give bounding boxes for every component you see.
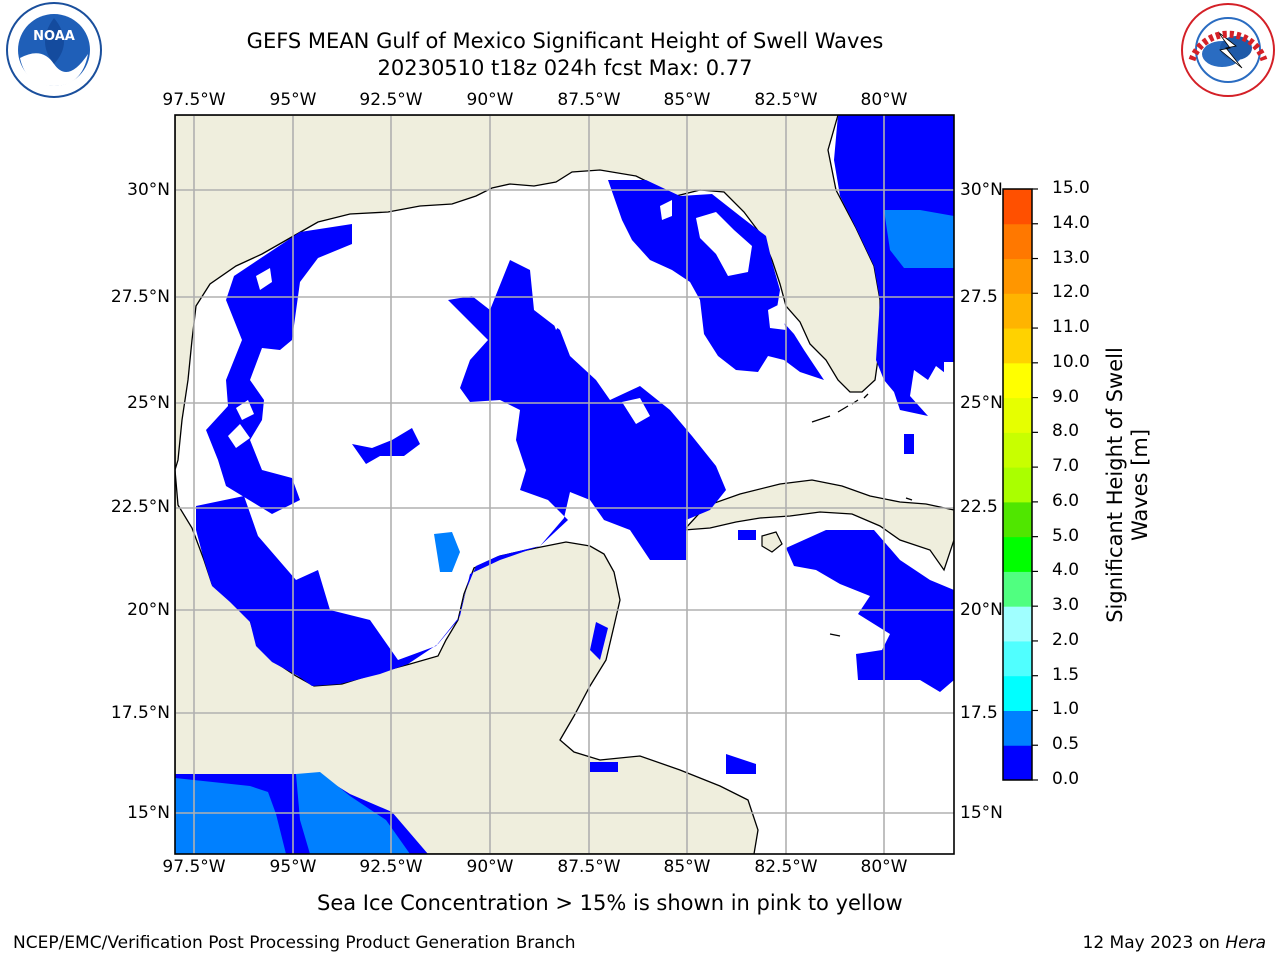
nws-logo xyxy=(1181,3,1275,97)
colorbar-tick-label: 9.0 xyxy=(1052,386,1080,407)
noaa-logo-text: NOAA xyxy=(33,29,75,44)
colorbar-segment xyxy=(1003,640,1032,677)
footer-date-text: 12 May 2023 on xyxy=(1082,933,1226,953)
colorbar-label-line2: Waves [m] xyxy=(1128,428,1152,542)
lon-label-bottom: 95°W xyxy=(269,857,317,877)
colorbar-segment xyxy=(1003,710,1032,746)
lat-label-right: 17.5 xyxy=(960,703,998,723)
sea-ice-note: Sea Ice Concentration > 15% is shown in … xyxy=(317,891,903,915)
lat-label-left: 15°N xyxy=(127,803,170,823)
chart-title: GEFS MEAN Gulf of Mexico Significant Hei… xyxy=(246,29,884,53)
noaa-logo: NOAA xyxy=(6,2,102,98)
colorbar-tick-label: 0.5 xyxy=(1052,734,1080,755)
colorbar-segment xyxy=(1003,362,1032,399)
colorbar-tick-label: 7.0 xyxy=(1052,456,1080,477)
lon-label-bottom: 82.5°W xyxy=(754,857,818,877)
lon-label-top: 92.5°W xyxy=(359,90,423,110)
colorbar-segment xyxy=(1003,606,1032,642)
swell-0.5-1.0m xyxy=(175,210,954,854)
colorbar-segment xyxy=(1003,536,1032,572)
colorbar-segment xyxy=(1003,328,1032,364)
colorbar-tick-label: 12.0 xyxy=(1052,282,1090,303)
colorbar-tick-label: 3.0 xyxy=(1052,595,1080,616)
colorbar-segment xyxy=(1003,675,1032,711)
footer-credit: NCEP/EMC/Verification Post Processing Pr… xyxy=(13,933,576,953)
colorbar-tick-label: 1.5 xyxy=(1052,664,1080,685)
lon-label-top: 87.5°W xyxy=(557,90,621,110)
lat-label-left: 27.5°N xyxy=(110,287,170,307)
lat-label-left: 22.5°N xyxy=(110,497,170,517)
lon-label-top: 95°W xyxy=(269,90,317,110)
colorbar-frame xyxy=(1002,188,1033,781)
colorbar-tick-label: 5.0 xyxy=(1052,525,1080,546)
lat-label-left: 30°N xyxy=(127,180,170,200)
land-cuba xyxy=(682,479,954,572)
lat-label-left: 20°N xyxy=(127,600,170,620)
colorbar-tick-label: 10.0 xyxy=(1052,351,1090,372)
colorbar-segment xyxy=(1003,501,1032,538)
colorbar-tick-label: 13.0 xyxy=(1052,247,1090,268)
colorbar xyxy=(1003,188,1038,781)
swell-gaps xyxy=(228,200,954,448)
colorbar-tick-label: 14.0 xyxy=(1052,212,1090,233)
footer-date: 12 May 2023 on Hera xyxy=(1083,933,1267,953)
lon-label-top: 85°W xyxy=(663,90,711,110)
colorbar-segment xyxy=(1003,397,1032,433)
colorbar-label-line1: Significant Height of Swell xyxy=(1103,347,1127,623)
lat-label-right: 27.5 xyxy=(960,287,998,307)
colorbar-tick-label: 1.0 xyxy=(1052,699,1080,720)
lat-label-left: 25°N xyxy=(127,393,170,413)
colorbar-tick-label: 6.0 xyxy=(1052,490,1080,511)
colorbar-segment xyxy=(1003,745,1032,781)
lat-label-right: 20°N xyxy=(960,600,1003,620)
lon-label-top: 90°W xyxy=(466,90,514,110)
lat-label-right: 25°N xyxy=(960,393,1003,413)
lat-label-right: 22.5 xyxy=(960,497,998,517)
colorbar-tick-label: 2.0 xyxy=(1052,629,1080,650)
lon-label-top: 82.5°W xyxy=(754,90,818,110)
lat-label-right: 15°N xyxy=(960,803,1003,823)
lon-label-bottom: 85°W xyxy=(663,857,711,877)
lon-label-bottom: 87.5°W xyxy=(557,857,621,877)
colorbar-segment xyxy=(1003,293,1032,329)
lon-label-top: 80°W xyxy=(860,90,908,110)
colorbar-tick-label: 11.0 xyxy=(1052,317,1090,338)
land-isle-of-youth xyxy=(761,531,783,553)
colorbar-segment xyxy=(1003,258,1032,294)
colorbar-tick-label: 4.0 xyxy=(1052,560,1080,581)
map-gridlines xyxy=(175,115,954,854)
colorbar-segment xyxy=(1003,467,1032,503)
colorbar-tick-label: 15.0 xyxy=(1052,178,1090,198)
lon-label-bottom: 80°W xyxy=(860,857,908,877)
colorbar-segment xyxy=(1003,223,1032,260)
lon-label-bottom: 97.5°W xyxy=(162,857,226,877)
lat-label-right: 30°N xyxy=(960,180,1003,200)
lon-label-bottom: 92.5°W xyxy=(359,857,423,877)
lat-label-left: 17.5°N xyxy=(110,703,170,723)
footer-machine: Hera xyxy=(1225,933,1266,953)
lon-label-top: 97.5°W xyxy=(162,90,226,110)
coast-details xyxy=(811,393,913,637)
chart-subtitle: 20230510 t18z 024h fcst Max: 0.77 xyxy=(377,56,753,80)
map-frame xyxy=(174,114,955,855)
colorbar-segment xyxy=(1003,571,1032,607)
colorbar-tick-label: 0.0 xyxy=(1052,769,1080,789)
colorbar-segment xyxy=(1003,432,1032,468)
colorbar-segment xyxy=(1003,189,1032,225)
lon-label-bottom: 90°W xyxy=(466,857,514,877)
colorbar-tick-label: 8.0 xyxy=(1052,421,1080,442)
